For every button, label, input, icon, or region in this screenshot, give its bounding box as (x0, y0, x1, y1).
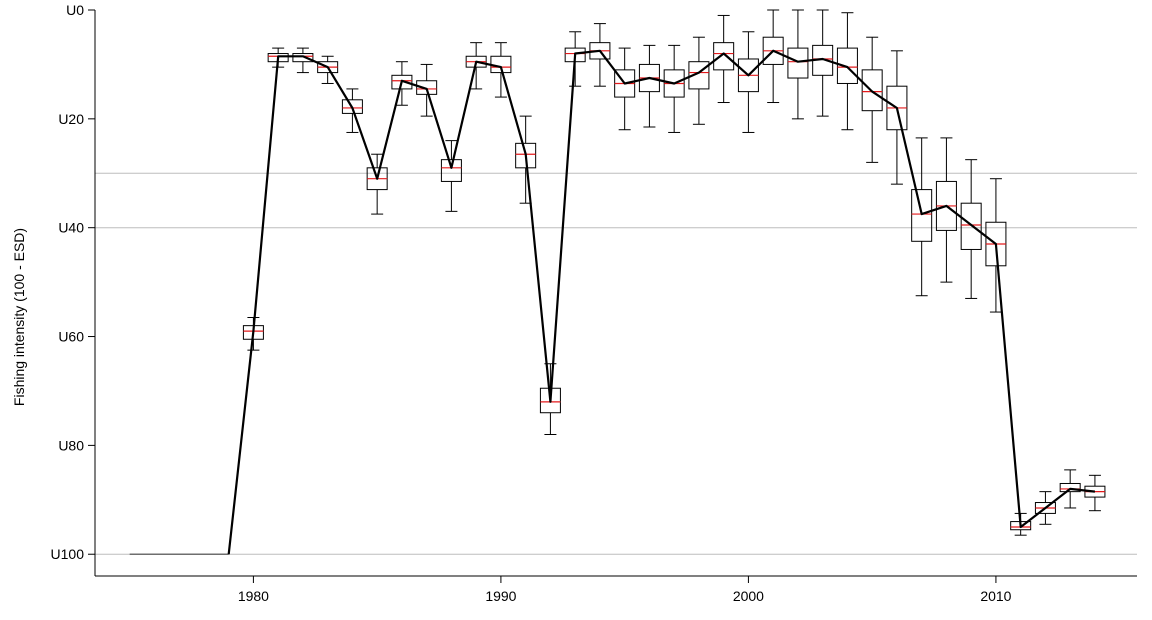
boxplot (787, 9, 809, 120)
boxplot (861, 36, 883, 163)
median-series (227, 49, 1096, 555)
x-tick-label: 2010 (980, 588, 1011, 604)
y-tick-label: U20 (58, 111, 84, 127)
box (688, 61, 710, 90)
boxplot (465, 42, 487, 90)
boxplot (589, 23, 611, 87)
box (1059, 482, 1081, 493)
box (960, 202, 982, 250)
x-tick-label: 2000 (733, 588, 764, 604)
y-tick-label: U80 (58, 437, 84, 453)
boxplots (242, 9, 1106, 536)
box (416, 80, 438, 95)
y-tick-label: U40 (58, 220, 84, 236)
box (836, 47, 858, 84)
boxplot (440, 140, 462, 212)
boxplot (762, 9, 784, 104)
boxplot (1084, 474, 1106, 512)
boxplot (638, 44, 660, 128)
box (911, 189, 933, 242)
box (391, 74, 413, 90)
axes: U0 U20 U40 U60 U80 U100 1980 1990 2000 2010 (51, 2, 1137, 604)
boxplot (985, 178, 1007, 313)
box (861, 69, 883, 112)
y-tick-label: U60 (58, 329, 84, 345)
boxplot (836, 12, 858, 131)
box (440, 159, 462, 182)
boxplot (688, 36, 710, 125)
box (713, 42, 735, 71)
box (292, 53, 314, 63)
boxplot (737, 31, 759, 133)
boxplot (886, 50, 908, 185)
boxplot (292, 47, 314, 74)
boxplot (366, 153, 388, 215)
x-tick-label: 1980 (238, 588, 269, 604)
y-tick-label: U100 (51, 546, 85, 562)
median-line (227, 49, 1096, 555)
boxplot (614, 47, 636, 131)
x-tick-label: 1990 (485, 588, 516, 604)
box (787, 47, 809, 79)
y-tick-label: U0 (66, 2, 84, 18)
boxplot (341, 88, 363, 133)
box (515, 142, 537, 169)
boxplot (812, 9, 834, 117)
boxplot (663, 44, 685, 133)
y-axis-label: Fishing intensity (100 - ESD) (11, 228, 27, 406)
boxplot (911, 137, 933, 297)
box (341, 99, 363, 114)
